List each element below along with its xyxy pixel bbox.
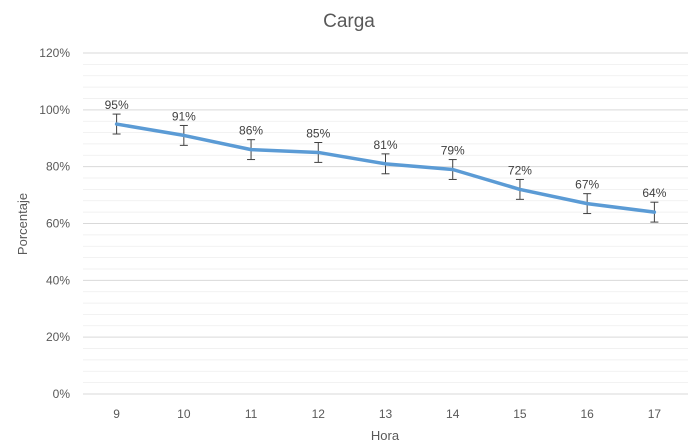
data-label: 72%: [508, 163, 532, 177]
x-axis-ticks: 9 10 11 12 13 14 15 16 17: [113, 407, 661, 421]
data-label: 79%: [441, 144, 465, 158]
y-tick-label: 0%: [53, 387, 71, 401]
chart-title: Carga: [323, 11, 375, 32]
x-tick-label: 17: [648, 407, 662, 421]
x-tick-label: 16: [580, 407, 594, 421]
data-label: 86%: [239, 124, 263, 138]
major-gridlines: [83, 52, 688, 395]
y-tick-label: 60%: [46, 217, 70, 231]
y-axis-label: Porcentaje: [15, 193, 30, 255]
series-line: [114, 122, 657, 214]
data-label: 67%: [575, 178, 599, 192]
x-tick-label: 9: [113, 407, 120, 421]
y-tick-label: 120%: [39, 46, 70, 60]
x-tick-label: 15: [513, 407, 527, 421]
y-axis-ticks: 0% 20% 40% 60% 80% 100% 120%: [39, 46, 70, 401]
data-label: 85%: [306, 127, 330, 141]
data-label: 95%: [105, 98, 129, 112]
x-tick-label: 12: [312, 407, 326, 421]
data-label: 81%: [373, 138, 397, 152]
y-tick-label: 100%: [39, 103, 70, 117]
x-tick-label: 11: [245, 407, 258, 421]
x-axis-label: Hora: [371, 428, 400, 443]
data-label: 91%: [172, 109, 196, 123]
x-tick-label: 10: [177, 407, 191, 421]
y-tick-label: 40%: [46, 273, 70, 287]
data-labels: 95% 91% 86% 85% 81% 79% 72% 67% 64%: [105, 98, 667, 200]
x-tick-label: 14: [446, 407, 460, 421]
y-tick-label: 80%: [46, 160, 70, 174]
x-tick-label: 13: [379, 407, 393, 421]
data-label: 64%: [642, 186, 666, 200]
y-tick-label: 20%: [46, 330, 70, 344]
error-bars: [112, 113, 659, 223]
